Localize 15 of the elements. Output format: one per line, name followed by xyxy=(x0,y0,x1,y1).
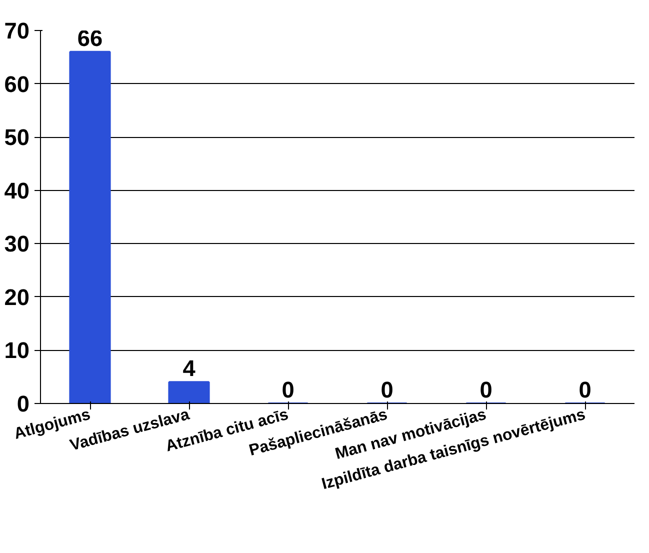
y-tick-label: 70 xyxy=(4,18,30,44)
y-tick-label: 20 xyxy=(4,284,30,310)
y-tick-label: 10 xyxy=(4,337,30,364)
data-label: 0 xyxy=(282,376,294,402)
y-tick-label: 50 xyxy=(4,124,30,150)
data-label: 0 xyxy=(380,376,394,402)
y-tick-label: 30 xyxy=(4,230,30,257)
data-label: 0 xyxy=(578,376,592,402)
y-tick-label: 0 xyxy=(16,390,30,416)
y-tick-label: 60 xyxy=(4,70,30,97)
bar xyxy=(69,50,111,404)
data-label: 0 xyxy=(480,376,492,402)
data-label: 4 xyxy=(182,355,196,382)
bar xyxy=(168,381,210,404)
y-tick-label: 40 xyxy=(4,177,30,204)
